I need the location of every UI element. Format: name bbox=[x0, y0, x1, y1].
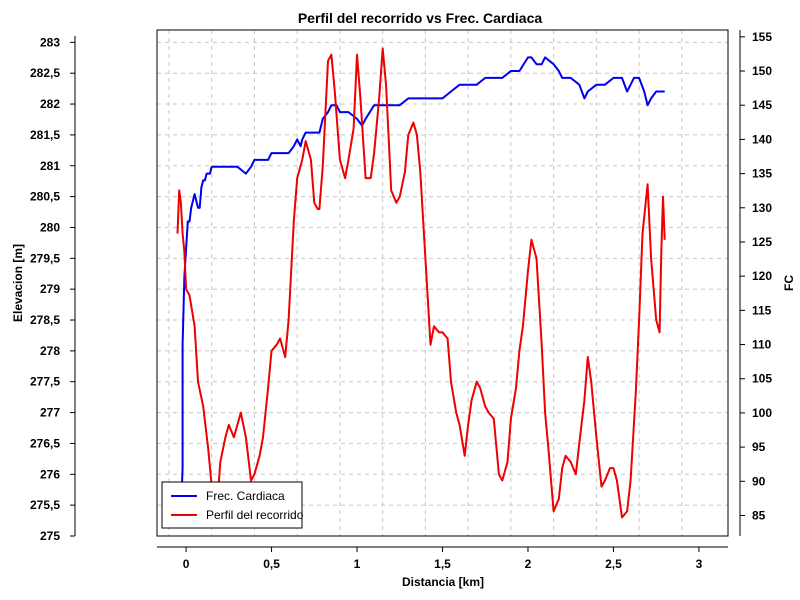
x-tick-label: 0,5 bbox=[263, 557, 280, 571]
y-left-tick-label: 281,5 bbox=[30, 128, 60, 142]
y-left-tick-label: 275 bbox=[40, 529, 60, 543]
y-right-tick-label: 130 bbox=[752, 201, 772, 215]
plot-area-border bbox=[156, 29, 729, 537]
grid bbox=[157, 30, 728, 536]
y-right-tick-label: 120 bbox=[752, 269, 772, 283]
y-left-tick-label: 278,5 bbox=[30, 313, 60, 327]
x-tick-label: 2,5 bbox=[605, 557, 622, 571]
y-right-tick-label: 95 bbox=[752, 440, 766, 454]
y-left-tick-label: 282,5 bbox=[30, 66, 60, 80]
y-left-tick-label: 278 bbox=[40, 344, 60, 358]
legend-box bbox=[161, 481, 303, 529]
y-right-tick-label: 125 bbox=[752, 235, 772, 249]
x-tick-label: 1,5 bbox=[434, 557, 451, 571]
x-axis-title: Distancia [km] bbox=[402, 575, 484, 589]
axes: 275 275,5 276 276,5 277 277,5 278 278,5 279 279,5… bbox=[30, 30, 772, 571]
y-left-tick-label: 280 bbox=[40, 220, 60, 234]
y-left-tick-label: 279 bbox=[40, 282, 60, 296]
y-right-tick-label: 100 bbox=[752, 406, 772, 420]
series-line-elevation bbox=[176, 47, 666, 519]
y-left-tick-label: 277 bbox=[40, 406, 60, 420]
y-left-tick-label: 279,5 bbox=[30, 251, 60, 265]
chart-title: Perfil del recorrido vs Frec. Cardiaca bbox=[298, 10, 543, 26]
x-tick-label: 3 bbox=[696, 557, 703, 571]
legend: Frec. Cardiaca Perfil del recorrido bbox=[161, 481, 304, 529]
y-right-tick-label: 90 bbox=[752, 474, 766, 488]
series-layer bbox=[176, 47, 666, 519]
legend-label-elevation: Perfil del recorrido bbox=[206, 508, 304, 522]
y-right-tick-label: 85 bbox=[752, 508, 766, 522]
y-left-tick-label: 275,5 bbox=[30, 498, 60, 512]
x-tick-label: 0 bbox=[183, 557, 190, 571]
y-right-tick-label: 145 bbox=[752, 98, 772, 112]
y-left-tick-label: 283 bbox=[40, 35, 60, 49]
y-left-tick-label: 281 bbox=[40, 159, 60, 173]
x-tick-label: 2 bbox=[525, 557, 532, 571]
y-left-tick-label: 277,5 bbox=[30, 375, 60, 389]
y-left-axis-title: Elevacion [m] bbox=[11, 244, 25, 322]
legend-label-heart-rate: Frec. Cardiaca bbox=[206, 489, 285, 503]
y-right-tick-label: 150 bbox=[752, 64, 772, 78]
y-right-tick-label: 105 bbox=[752, 372, 772, 386]
y-right-tick-label: 110 bbox=[752, 338, 772, 352]
x-tick-label: 1 bbox=[354, 557, 361, 571]
y-left-tick-label: 280,5 bbox=[30, 190, 60, 204]
y-right-tick-label: 155 bbox=[752, 30, 772, 44]
y-left-tick-label: 276,5 bbox=[30, 436, 60, 450]
series-line-heart-rate bbox=[179, 56, 665, 516]
y-right-tick-label: 140 bbox=[752, 132, 772, 146]
y-right-axis-title: FC bbox=[782, 275, 796, 291]
y-left-tick-label: 282 bbox=[40, 97, 60, 111]
y-left-tick-label: 276 bbox=[40, 467, 60, 481]
y-right-tick-label: 115 bbox=[752, 303, 772, 317]
y-right-tick-label: 135 bbox=[752, 167, 772, 181]
